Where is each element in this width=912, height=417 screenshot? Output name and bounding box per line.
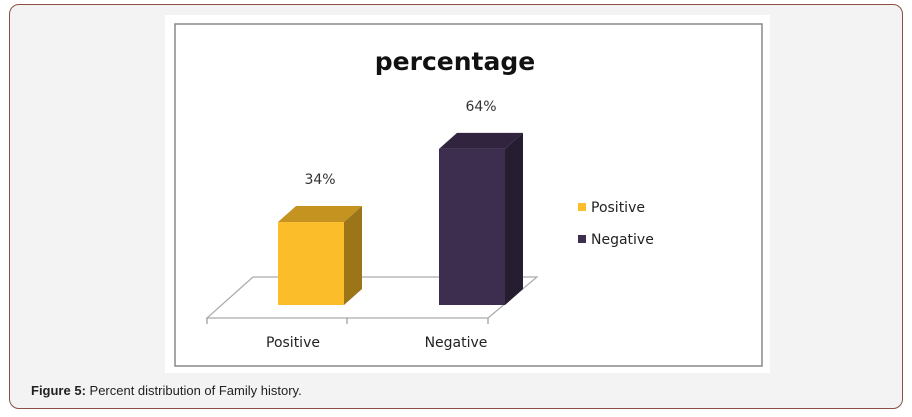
bar-negative xyxy=(439,148,505,305)
caption-label: Figure 5: xyxy=(31,383,86,398)
legend: Positive Negative xyxy=(578,200,654,248)
bar-side-negative xyxy=(505,132,523,305)
x-tick-label-negative: Negative xyxy=(425,335,488,351)
caption-text: Percent distribution of Family history. xyxy=(85,383,302,398)
bar-top-negative xyxy=(439,132,523,149)
x-axis-ticks xyxy=(206,318,489,324)
chart-title: percentage xyxy=(375,47,535,76)
legend-swatch-positive xyxy=(578,203,586,211)
bar-top-positive xyxy=(278,206,362,223)
legend-swatch-negative xyxy=(578,235,586,243)
figure-caption: Figure 5: Percent distribution of Family… xyxy=(31,383,302,398)
x-tick-label-positive: Positive xyxy=(266,335,320,351)
data-label-negative: 64% xyxy=(465,99,496,115)
legend-label-positive: Positive xyxy=(591,200,645,216)
legend-label-negative: Negative xyxy=(591,232,654,248)
bar-side-positive xyxy=(344,206,362,305)
data-label-positive: 34% xyxy=(304,172,335,188)
bar-positive xyxy=(278,222,344,305)
